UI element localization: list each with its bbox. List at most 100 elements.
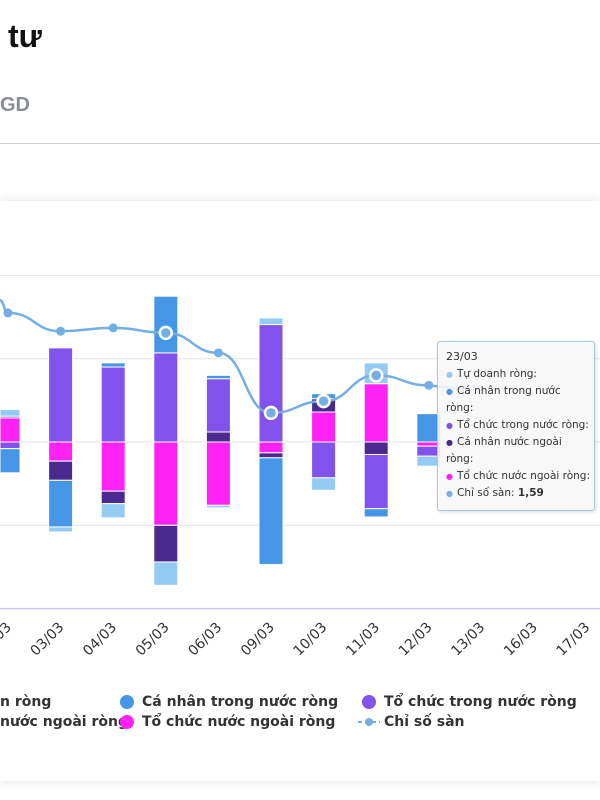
x-axis-label: 16/03 xyxy=(501,620,541,660)
x-axis-label: 02/03 xyxy=(0,620,15,660)
legend-item-ca-nhan-nuoc-ngoai[interactable]: nước ngoài ròng xyxy=(0,714,128,730)
page-subtitle: GD xyxy=(0,94,30,116)
bar-segment xyxy=(153,441,179,526)
tooltip-label: Tổ chức nước ngoài ròng: xyxy=(456,470,590,482)
bar-segment xyxy=(258,441,284,454)
bar-segment xyxy=(100,441,126,492)
bar-segment xyxy=(100,366,126,443)
tooltip-row: ● Chỉ số sàn: 1,59 xyxy=(446,485,590,502)
index-point xyxy=(316,393,331,409)
bullet-icon: ● xyxy=(446,387,453,396)
bar-segment xyxy=(363,383,389,443)
bar-segment xyxy=(363,453,389,510)
tooltip-row: ● Tổ chức nước ngoài ròng: xyxy=(446,468,590,485)
index-point xyxy=(213,348,223,358)
bar-segment xyxy=(205,378,231,433)
legend-label: Chỉ số sàn xyxy=(384,714,465,730)
bar-segment xyxy=(48,479,74,528)
bar-segment xyxy=(258,457,284,565)
x-axis-label: 12/03 xyxy=(396,620,436,660)
legend-label: n ròng xyxy=(0,694,52,710)
bar-segment xyxy=(205,431,231,443)
bar-segment xyxy=(48,347,74,443)
legend-item-to-chuc-trong-nuoc[interactable]: Tổ chức trong nước ròng xyxy=(362,694,577,710)
tooltip-label: Chỉ số sàn: xyxy=(456,487,515,499)
x-axis-label: 11/03 xyxy=(343,620,383,660)
page-title: tư xyxy=(8,18,42,54)
bar-segment xyxy=(205,374,231,380)
index-point xyxy=(263,405,279,421)
legend-item-chi-so-san[interactable]: Chỉ số sàn xyxy=(358,714,465,730)
x-axis-labels: 02/03 03/03 04/03 05/03 06/03 09/03 10/03 11/03… xyxy=(0,620,593,660)
legend-label: nước ngoài ròng xyxy=(0,714,128,730)
bullet-icon: ● xyxy=(446,438,453,447)
bar-segment xyxy=(311,441,337,479)
tooltip-label: Cá nhân nước ngoài ròng: xyxy=(446,436,562,465)
legend-item-to-chuc-nuoc-ngoai[interactable]: Tổ chức nước ngoài ròng xyxy=(120,714,335,730)
index-point xyxy=(3,308,13,318)
tooltip-row: ● Tổ chức trong nước ròng: xyxy=(446,417,590,434)
bar-segment xyxy=(153,295,179,354)
x-axis-label: 03/03 xyxy=(28,620,68,660)
bar-segment xyxy=(48,526,74,533)
bar-segment xyxy=(48,441,74,462)
bar-segment xyxy=(258,452,284,459)
bar-segment xyxy=(100,490,126,505)
tooltip-row: ● Tự doanh ròng: xyxy=(446,366,590,383)
legend-label: Cá nhân trong nước ròng xyxy=(142,694,339,710)
bullet-icon: ● xyxy=(446,472,453,481)
bar-segment xyxy=(153,352,179,443)
bullet-icon: ● xyxy=(446,421,453,430)
bar-segment xyxy=(205,441,231,506)
bar-segment xyxy=(0,441,21,450)
legend-dot-icon xyxy=(120,715,134,729)
legend-label: Tổ chức nước ngoài ròng xyxy=(142,714,336,730)
legend-label: Tổ chức trong nước ròng xyxy=(384,694,577,710)
x-axis-label: 17/03 xyxy=(554,620,594,660)
tooltip-row: ● Cá nhân trong nước ròng: xyxy=(446,383,590,417)
index-line-path xyxy=(0,299,474,415)
bar-segment xyxy=(363,508,389,518)
tooltip-label: Cá nhân trong nước ròng: xyxy=(446,385,561,414)
bar-segment xyxy=(205,504,231,509)
bullet-icon: ● xyxy=(446,370,453,379)
bar-segment xyxy=(153,524,179,563)
bar-segment xyxy=(0,417,21,443)
bar-segment xyxy=(311,411,337,443)
index-point xyxy=(56,326,66,336)
x-axis-label: 04/03 xyxy=(80,620,120,660)
index-point xyxy=(424,380,434,390)
legend-line-icon xyxy=(358,718,380,726)
index-line xyxy=(0,299,474,421)
bar-segment xyxy=(100,362,126,368)
legend-item-ca-nhan-trong-nuoc[interactable]: Cá nhân trong nước ròng xyxy=(120,694,338,710)
x-axis-label: 13/03 xyxy=(448,620,488,660)
bar-segment xyxy=(258,317,284,326)
bar-segment xyxy=(0,448,21,474)
bar-segment xyxy=(363,441,389,455)
bar-segment xyxy=(0,409,21,417)
bar-segment xyxy=(100,503,126,519)
x-axis-label: 10/03 xyxy=(291,620,331,660)
legend-dot-icon xyxy=(362,695,376,709)
tooltip-label: Tự doanh ròng: xyxy=(456,368,537,380)
bar-segment xyxy=(153,561,179,586)
bar-segment xyxy=(311,477,337,491)
x-axis-label: 05/03 xyxy=(133,620,173,660)
index-point xyxy=(158,325,174,341)
bullet-icon: ● xyxy=(446,489,453,498)
tooltip-row: ● Cá nhân nước ngoài ròng: xyxy=(446,434,590,468)
chart-tooltip: 23/03 ● Tự doanh ròng: ● Cá nhân trong nướ… xyxy=(437,341,595,511)
bars xyxy=(0,295,442,586)
legend-item-tu-doanh[interactable]: n ròng xyxy=(0,694,51,710)
index-point xyxy=(108,323,118,333)
legend-dot-icon xyxy=(120,695,134,709)
index-point xyxy=(368,368,384,383)
bar-segment xyxy=(258,324,284,443)
tooltip-date: 23/03 xyxy=(446,350,478,363)
bar-segment xyxy=(48,460,74,481)
tooltip-value: 1,59 xyxy=(517,487,544,499)
x-axis-label: 06/03 xyxy=(185,620,225,660)
tooltip-label: Tổ chức trong nước ròng: xyxy=(456,419,589,431)
x-axis-label: 09/03 xyxy=(238,620,278,660)
